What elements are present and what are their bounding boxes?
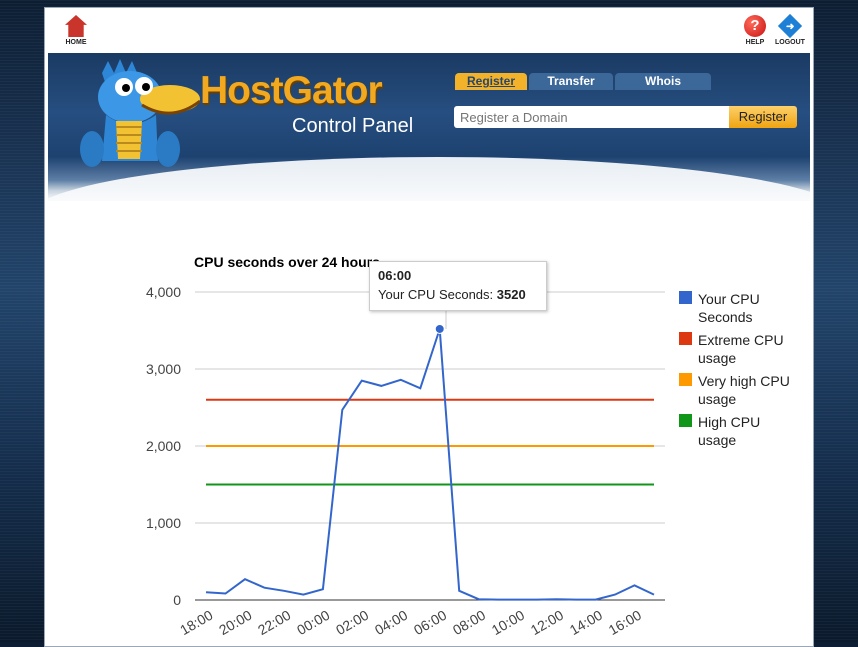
legend-label: Your CPU Seconds [698,291,760,325]
logout-label: LOGOUT [775,39,805,46]
domain-tabs: Register Transfer Whois [455,72,713,90]
tab-register[interactable]: Register [455,73,527,90]
legend-label: Very high CPU usage [698,373,790,407]
brand-subtitle: Control Panel [292,115,414,137]
x-tick-label: 06:00 [411,607,450,638]
legend-swatch [679,291,692,304]
legend-label: Extreme CPU usage [698,332,784,366]
brand-title: HostGator [200,69,383,112]
y-tick-label: 0 [173,592,181,608]
legend-swatch [679,373,692,386]
home-label: HOME [65,39,87,46]
tooltip-label: Your CPU Seconds: [378,287,494,302]
x-tick-label: 10:00 [489,607,528,638]
chart-title: CPU seconds over 24 hours [194,254,380,270]
domain-search-input[interactable] [454,106,729,128]
x-tick-label: 12:00 [528,607,567,638]
legend-item-your-cpu[interactable]: Your CPU Seconds [679,290,799,326]
legend-item-high[interactable]: High CPU usage [679,413,799,449]
home-icon [65,15,87,37]
x-tick-label: 08:00 [450,607,489,638]
y-tick-label: 4,000 [146,284,181,300]
legend-swatch [679,414,692,427]
tooltip-value: 3520 [496,287,526,302]
tooltip-time: 06:00 [378,268,412,283]
y-tick-label: 2,000 [146,438,181,454]
x-tick-label: 04:00 [372,607,411,638]
tab-transfer[interactable]: Transfer [529,73,613,90]
legend-item-extreme[interactable]: Extreme CPU usage [679,331,799,367]
tab-whois[interactable]: Whois [615,73,711,90]
x-tick-label: 00:00 [294,607,333,638]
x-tick-label: 20:00 [216,607,255,638]
logout-button[interactable]: ➜ LOGOUT [774,13,806,46]
highlighted-data-point[interactable] [434,323,445,334]
legend-label: High CPU usage [698,414,761,448]
x-tick-label: 18:00 [177,607,216,638]
x-tick-label: 14:00 [567,607,606,638]
header-banner: HostGator Control Panel Register Transfer… [48,53,810,201]
legend-item-very-high[interactable]: Very high CPU usage [679,372,799,408]
help-button[interactable]: ? HELP [742,15,768,46]
help-icon: ? [744,15,766,37]
y-tick-label: 1,000 [146,515,181,531]
chart-tooltip: 06:00 Your CPU Seconds: 3520 [369,261,547,311]
x-tick-label: 02:00 [333,607,372,638]
gator-mascot-logo [80,59,201,167]
register-domain-button[interactable]: Register [729,106,797,128]
home-button[interactable]: HOME [62,15,90,46]
legend-swatch [679,332,692,345]
cpu-seconds-line [205,328,655,601]
panel-frame: HOME ? HELP ➜ LOGOUT HostGator Control P… [44,7,814,647]
x-tick-label: 22:00 [255,607,294,638]
top-toolbar: HOME ? HELP ➜ LOGOUT [48,11,810,53]
x-tick-label: 16:00 [606,607,645,638]
help-label: HELP [745,39,765,46]
y-tick-label: 3,000 [146,361,181,377]
